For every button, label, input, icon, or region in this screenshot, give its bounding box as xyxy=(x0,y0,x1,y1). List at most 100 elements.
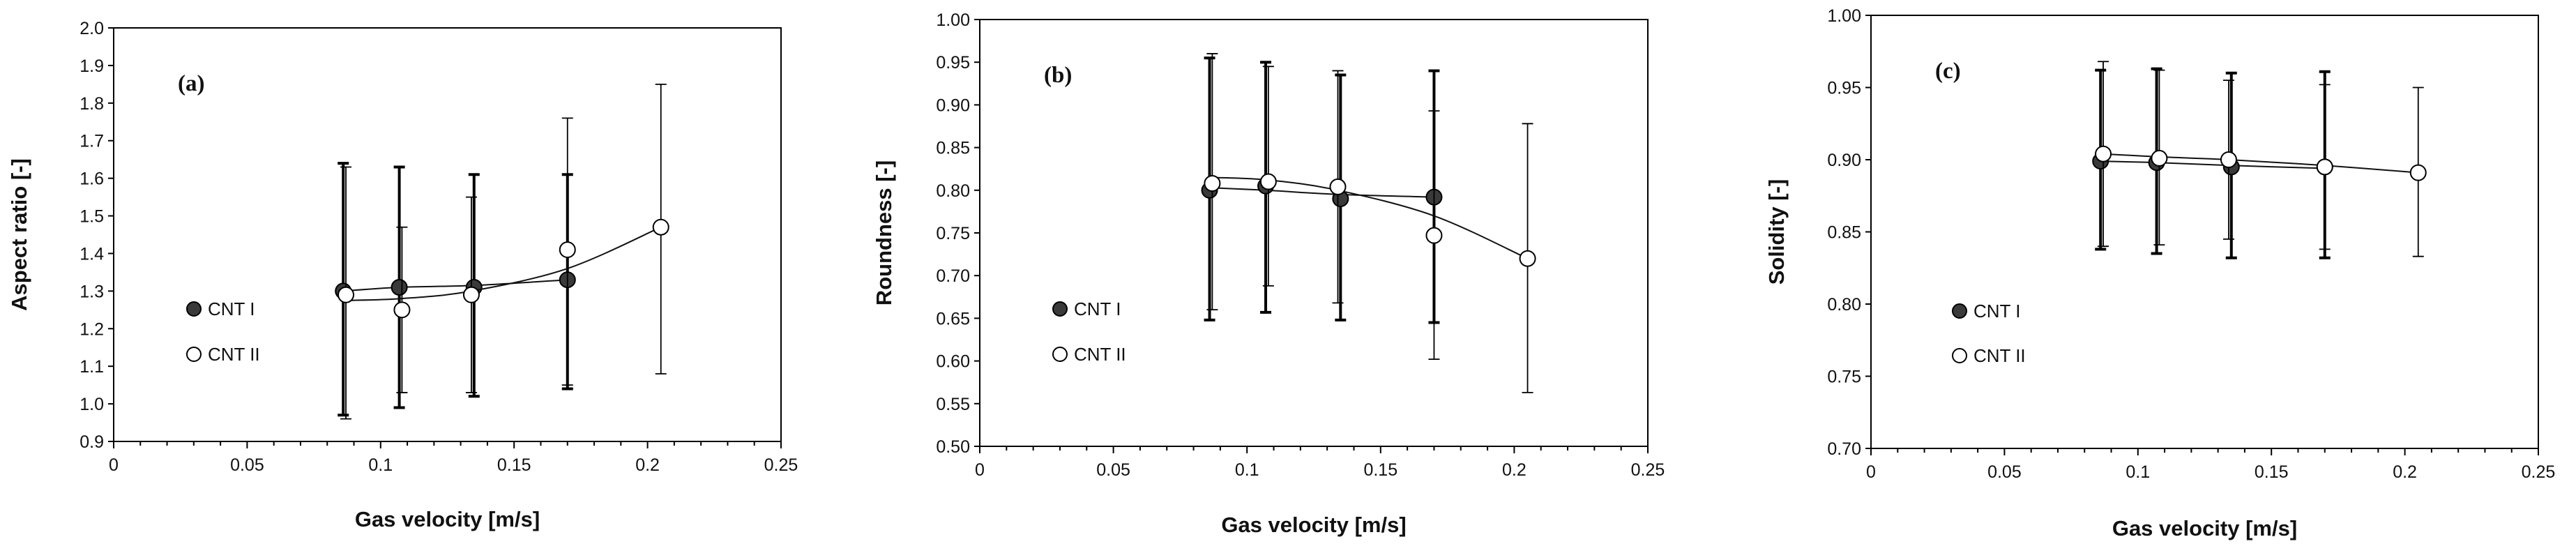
legend-marker xyxy=(1952,303,1967,319)
y-tick-label: 0.80 xyxy=(936,181,970,201)
x-axis-title: Gas velocity [m/s] xyxy=(355,507,540,531)
data-point xyxy=(2316,158,2333,176)
x-tick-label: 0 xyxy=(1866,462,1876,482)
y-tick-label: 0.95 xyxy=(936,53,970,73)
data-point xyxy=(2095,145,2112,162)
y-tick-label: 1.3 xyxy=(79,282,104,301)
y-axis-title: Aspect ratio [-] xyxy=(7,158,31,311)
y-tick-label: 0.90 xyxy=(936,96,970,115)
x-tick-label: 0.15 xyxy=(497,455,531,475)
data-point xyxy=(338,286,355,303)
x-tick-label: 0.25 xyxy=(2522,462,2556,482)
y-tick-label: 0.55 xyxy=(936,395,970,414)
legend-label: CNT I xyxy=(1074,298,1121,319)
x-tick-label: 0.25 xyxy=(1631,460,1665,480)
legend-item-cnt-ii: CNT II xyxy=(186,344,260,365)
x-tick-label: 0.15 xyxy=(1363,460,1397,480)
legend-marker xyxy=(186,301,202,317)
x-tick-label: 0.05 xyxy=(1987,462,2022,482)
legend-item-cnt-ii: CNT II xyxy=(1952,345,2026,366)
y-tick-label: 0.50 xyxy=(936,437,970,457)
panel-3: 0.70 0.75 0.80 0.85 0.90 0.95 1.00 0 0.05 0.1 0.15… xyxy=(1764,6,2555,540)
y-tick-label: 1.00 xyxy=(1827,6,1861,26)
legend-label: CNT I xyxy=(1973,301,2020,321)
y-tick-label: 1.2 xyxy=(79,319,104,339)
y-tick-label: 0.70 xyxy=(1827,439,1861,459)
panel-label: (b) xyxy=(1044,63,1072,88)
x-tick-label: 0.1 xyxy=(2126,462,2150,482)
data-point xyxy=(559,241,576,259)
data-point xyxy=(1425,227,1443,244)
x-tick-label: 0.2 xyxy=(1502,460,1526,480)
panel-label: (a) xyxy=(178,71,204,96)
y-tick-label: 0.75 xyxy=(936,224,970,243)
data-point xyxy=(1519,250,1536,267)
series-cnt-ii xyxy=(338,83,669,420)
legend-item-cnt-ii: CNT II xyxy=(1052,344,1126,365)
data-point xyxy=(1329,178,1347,195)
x-axis-title: Gas velocity [m/s] xyxy=(1221,513,1406,537)
y-tick-label: 1.1 xyxy=(79,357,104,377)
legend-label: CNT II xyxy=(1074,344,1126,365)
data-point xyxy=(391,278,408,296)
y-tick-label: 1.4 xyxy=(79,244,104,264)
y-axis-title: Solidity [-] xyxy=(1764,179,1789,285)
y-tick-label: 0.95 xyxy=(1827,79,1861,98)
data-point xyxy=(2220,151,2237,168)
y-axis-title: Roundness [-] xyxy=(872,160,896,305)
panel-1: 0.9 1.0 1.1 1.2 1.3 1.4 1.5 1.6 1.7 1.8 1.9 2.0 0 0.0… xyxy=(7,19,798,531)
legend-item-cnt-i: CNT I xyxy=(1052,298,1121,319)
y-tick-label: 0.85 xyxy=(936,139,970,158)
x-tick-label: 0.05 xyxy=(230,455,264,475)
y-tick-label: 1.00 xyxy=(936,10,970,30)
x-tick-label: 0 xyxy=(109,455,119,475)
data-point xyxy=(2409,164,2427,181)
trend-line xyxy=(346,226,662,301)
y-tick-label: 0.9 xyxy=(79,432,104,452)
data-point xyxy=(652,218,669,236)
y-tick-label: 1.9 xyxy=(79,56,104,76)
x-tick-label: 0.1 xyxy=(368,455,393,475)
data-point xyxy=(462,286,480,303)
legend-item-cnt-i: CNT I xyxy=(1952,301,2020,321)
data-point xyxy=(2151,149,2168,167)
x-tick-label: 0.2 xyxy=(635,455,660,475)
y-tick-label: 0.80 xyxy=(1827,295,1861,315)
y-tick-label: 1.8 xyxy=(79,94,104,114)
trend-line xyxy=(2103,153,2418,174)
legend-label: CNT I xyxy=(208,298,255,319)
legend-marker xyxy=(1952,348,1967,363)
trend-line xyxy=(343,279,568,292)
panel-2: 0.50 0.55 0.60 0.65 0.70 0.75 0.80 0.85 0.90 0.95… xyxy=(872,10,1665,537)
y-tick-label: 0.60 xyxy=(936,352,970,372)
data-point xyxy=(393,301,411,319)
y-tick-label: 1.7 xyxy=(79,132,104,151)
y-tick-label: 0.85 xyxy=(1827,223,1861,243)
x-tick-label: 0.25 xyxy=(764,455,798,475)
y-tick-label: 0.75 xyxy=(1827,368,1861,387)
data-point xyxy=(1204,175,1221,192)
x-tick-label: 0.05 xyxy=(1096,460,1130,480)
y-tick-label: 0.70 xyxy=(936,266,970,286)
legend-label: CNT II xyxy=(208,344,260,365)
series-cnt-ii xyxy=(2095,61,2427,257)
x-tick-label: 0 xyxy=(975,460,985,480)
data-point xyxy=(1259,173,1277,190)
legend-item-cnt-i: CNT I xyxy=(186,298,255,319)
x-axis-title: Gas velocity [m/s] xyxy=(2112,516,2297,540)
legend-marker xyxy=(1052,301,1068,317)
plot-frame xyxy=(113,27,782,442)
y-tick-label: 1.5 xyxy=(79,207,104,227)
trend-line xyxy=(2100,160,2325,169)
y-tick-label: 0.65 xyxy=(936,309,970,328)
y-tick-label: 2.0 xyxy=(79,19,104,38)
legend-marker xyxy=(186,347,202,362)
y-tick-label: 1.6 xyxy=(79,169,104,189)
legend-marker xyxy=(1052,347,1068,362)
x-tick-label: 0.1 xyxy=(1235,460,1259,480)
y-tick-label: 1.0 xyxy=(79,395,104,414)
panel-label: (c) xyxy=(1935,59,1961,84)
series-cnt-ii xyxy=(1204,53,1536,393)
